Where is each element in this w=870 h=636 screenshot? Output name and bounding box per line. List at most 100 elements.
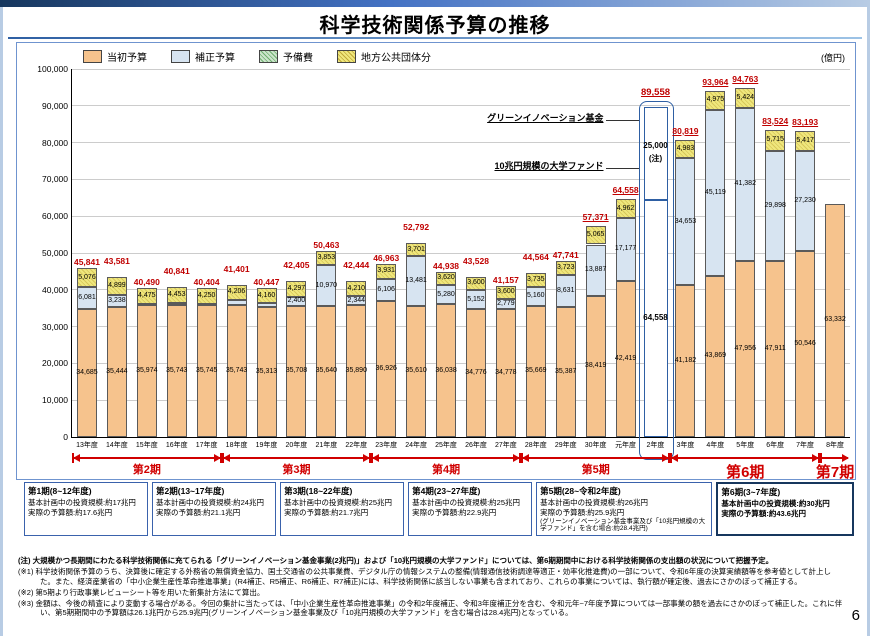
bar-segment-value: 17,177 [614,245,637,253]
bar-segment-initial [406,305,427,437]
bar-segment-initial [465,309,486,437]
gridline [72,326,850,328]
bar-segment-value: 4,297 [287,284,306,292]
period-label: 第5期 [581,464,610,476]
bar-segment-value: 6,106 [377,285,395,293]
bar-segment-supp [615,217,636,281]
bar-total-label: 80,819 [672,125,699,136]
bar-segment-value: 2,400 [287,297,306,305]
bar-segment-value: 34,653 [674,217,697,225]
x-axis-year-label: 25年度 [435,442,457,449]
bar-segment-local [256,288,277,304]
bar-segment-value: 38,419 [584,362,607,370]
period-arrowhead-right [812,454,820,462]
legend-item-supp: 補正予算 [171,49,235,64]
x-axis-year-label: 16年度 [165,442,188,449]
bar-segment-initial [825,203,846,437]
gridline [72,178,850,180]
green-innovation-fund-annotation: グリーンイノベーション基金 [487,113,604,124]
bar-segment-supp [346,296,367,305]
basic-plan-boxes: 第1期(8~12年度) 基本計画中の投資規模:約17兆円 実際の予算額:約17.6兆… [24,482,855,537]
x-axis-year-label: 19年度 [255,442,278,449]
bar-segment-value: 4,962 [616,204,635,212]
bar-segment-supp [705,109,726,276]
bar-segment-value: 35,743 [166,367,188,375]
period-arrow [672,457,819,459]
bar-highlight-divider [643,199,668,201]
footnote-line: (※2) 第5期より行政事業レビューシート等を用いた新集計方法にて算出。 [18,587,265,597]
bar-segment-value: 6,081 [78,294,96,302]
x-axis-year-label: 5年度 [736,442,755,449]
bar-segment-value: 35,708 [285,367,308,375]
bar-segment-value: 45,119 [704,188,726,196]
bar-segment-value: 35,890 [345,366,367,374]
bar-segment-value: 35,745 [195,367,218,375]
bar-segment-initial [615,280,636,437]
bar-segment-value: 5,160 [527,292,545,300]
bar-segment-value: 50,546 [794,339,816,347]
bar-segment-value: 5,152 [467,295,485,303]
period-arrow [74,457,220,459]
plan-box-title: 第1期(8~12年度) [28,486,92,496]
period-boundary-tick [219,453,222,463]
bar-segment-local [615,199,636,218]
bar-segment-value: 4,250 [197,292,216,300]
annotation-leader-line [605,168,639,170]
bar-segment-value: 35,610 [405,367,427,375]
gridline [72,289,850,291]
bar-segment-value: 27,230 [794,196,816,204]
x-axis-year-label: 24年度 [405,442,427,449]
gridline [72,68,850,70]
period-label: 第2期 [132,464,161,476]
bar-segment-supp [675,157,696,286]
period-boundary-tick [369,453,372,463]
plan-box-line: 基本計画中の投資規模:約26兆円 [540,498,649,507]
bar-total-label: 40,841 [163,265,190,276]
bar-segment-value: 35,669 [525,367,547,375]
plan-box-title: 第6期(3~7年度) [721,487,781,497]
bar-segment-value: 47,956 [734,344,756,352]
bar-segment-local [735,88,756,109]
bar-total-label: 41,157 [492,274,519,285]
bar-total-label: 57,371 [582,211,609,222]
bar-segment-supp [765,150,786,261]
bar-segment-value: 3,238 [108,296,126,304]
bar-segment-value: 4,206 [227,288,246,296]
bar-segment-supp [316,265,337,306]
period-label: 第4期 [431,464,461,476]
bar-segment-local [705,91,726,110]
bar-total-label: 40,404 [193,277,220,288]
bar-total-label: 42,405 [283,259,310,270]
plan-box-line: (グリーンイノベーション基金事業及び「10兆円規模の大学ファンド」を含む場合:約… [540,517,706,533]
bar-segment-value: 3,853 [317,254,336,262]
period-arrowhead-right [662,454,670,462]
bar-segment-value: 13,887 [584,266,607,274]
y-axis-label: 100,000 [37,64,68,74]
bar-total-label: 43,581 [103,255,130,266]
bar-segment-local [106,276,127,295]
x-axis-year-label: 8年度 [826,442,844,449]
x-axis-year-label: 元年度 [615,442,637,449]
bar-segment-local [795,130,816,151]
plan-box-2: 第2期(13~17年度) 基本計画中の投資規模:約24兆円 実際の予算額:約21.1… [152,482,277,537]
bar-segment-local [166,286,187,304]
bar-segment-local [555,261,576,275]
period-boundary-tick [820,453,823,463]
fund-amount-label: 25,000 [643,141,668,151]
bar-segment-value: 13,481 [405,277,427,285]
bar-segment-value: 35,444 [106,367,128,375]
period-arrowhead-left [222,454,230,462]
bar-segment-value: 3,701 [407,245,425,253]
bar-segment-initial [286,305,307,437]
period-arrowhead-right [213,454,221,462]
bar-segment-supp [525,286,546,306]
bar-total-label: 40,447 [253,277,280,288]
bar-total-label: 42,444 [343,259,370,270]
x-axis-year-label: 23年度 [375,442,398,449]
bar-segment-value: 8,631 [556,286,575,294]
plan-box-line: 実際の予算額:約22.9兆円 [412,507,497,517]
x-axis-year-label: 27年度 [494,442,517,449]
annotation-leader-line [605,120,639,122]
bar-segment-value: 42,419 [614,354,637,362]
